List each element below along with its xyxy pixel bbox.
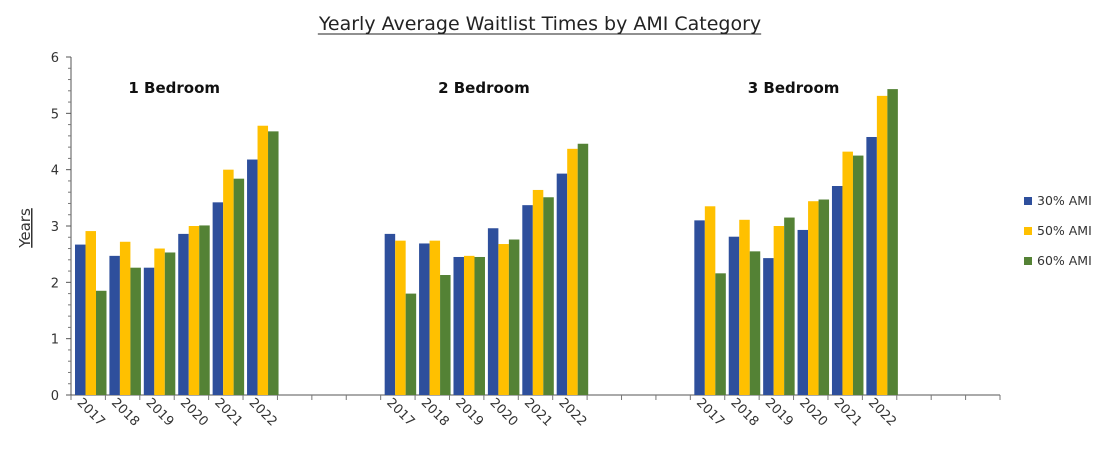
y-axis-label: Years <box>16 208 34 249</box>
bar <box>773 226 785 395</box>
bar <box>130 267 141 395</box>
legend-swatch <box>1024 257 1032 265</box>
bar <box>739 219 750 395</box>
bar <box>223 169 234 395</box>
bar <box>784 217 795 395</box>
bar <box>887 89 898 396</box>
x-tick-label: 2018 <box>108 396 142 430</box>
bar <box>188 226 200 395</box>
x-tick-label: 2020 <box>177 396 211 430</box>
y-tick-label: 6 <box>51 51 59 66</box>
x-tick-label: 2019 <box>452 396 486 430</box>
x-tick-label: 2018 <box>727 396 761 430</box>
bar <box>419 243 430 395</box>
bar <box>440 275 451 395</box>
bar <box>694 220 705 395</box>
bar <box>109 255 120 395</box>
bar <box>384 233 396 395</box>
bar <box>96 290 107 395</box>
y-tick-label: 0 <box>51 389 59 404</box>
bar <box>474 256 485 395</box>
legend-label: 60% AMI <box>1037 253 1092 268</box>
bar <box>852 155 864 395</box>
legend-swatch <box>1024 197 1032 205</box>
legend-label: 30% AMI <box>1037 193 1092 208</box>
bar <box>808 201 819 395</box>
bar <box>842 151 853 395</box>
bar <box>143 267 155 395</box>
bar <box>154 248 165 395</box>
group-label: 3 Bedroom <box>748 79 840 97</box>
bar <box>831 186 843 395</box>
bar <box>763 258 774 395</box>
x-tick-label: 2022 <box>555 396 589 430</box>
y-tick-label: 2 <box>51 276 59 291</box>
group-label: 2 Bedroom <box>438 79 530 97</box>
x-tick-label: 2020 <box>487 396 521 430</box>
bar <box>429 240 441 395</box>
bar <box>212 202 224 395</box>
bar <box>395 240 406 395</box>
bar <box>119 241 131 395</box>
y-tick-label: 4 <box>51 164 59 179</box>
bar <box>75 244 86 395</box>
bar <box>797 229 809 395</box>
bar <box>508 239 520 395</box>
x-tick-label: 2019 <box>142 396 176 430</box>
bar <box>876 95 888 396</box>
x-tick-label: 2022 <box>246 396 280 430</box>
x-tick-label: 2021 <box>831 396 865 430</box>
bar <box>453 256 464 395</box>
bar <box>487 228 499 395</box>
y-tick-label: 5 <box>51 107 59 122</box>
chart-title: Yearly Average Waitlist Times by AMI Cat… <box>318 13 761 35</box>
y-tick-label: 3 <box>51 220 59 235</box>
bar <box>866 136 877 396</box>
bar <box>268 131 279 396</box>
x-tick-label: 2017 <box>383 396 417 430</box>
bar <box>749 251 761 395</box>
x-tick-label: 2019 <box>762 396 796 430</box>
bar <box>556 173 568 395</box>
group-label: 1 Bedroom <box>128 79 220 97</box>
x-tick-label: 2021 <box>521 396 555 430</box>
bar <box>818 199 830 395</box>
bar <box>178 233 189 395</box>
bar <box>704 206 716 395</box>
bar <box>257 125 269 395</box>
bar <box>199 225 210 395</box>
legend-label: 50% AMI <box>1037 223 1092 238</box>
legend-swatch <box>1024 227 1032 235</box>
bar <box>577 143 589 395</box>
x-tick-label: 2017 <box>74 396 108 430</box>
bar <box>567 148 578 395</box>
bar <box>532 189 544 395</box>
bar <box>85 231 96 395</box>
bar <box>233 178 245 395</box>
bar <box>728 236 740 395</box>
x-tick-label: 2022 <box>865 396 899 430</box>
bar <box>522 205 533 395</box>
bar <box>715 273 726 395</box>
x-tick-label: 2020 <box>796 396 830 430</box>
bar <box>463 255 475 395</box>
bar <box>247 159 258 395</box>
x-tick-label: 2017 <box>693 396 727 430</box>
bar <box>498 244 509 395</box>
bar <box>543 197 554 395</box>
x-tick-label: 2018 <box>418 396 452 430</box>
y-tick-label: 1 <box>51 333 59 348</box>
bar <box>164 252 176 395</box>
x-tick-label: 2021 <box>211 396 245 430</box>
bar <box>405 293 417 395</box>
